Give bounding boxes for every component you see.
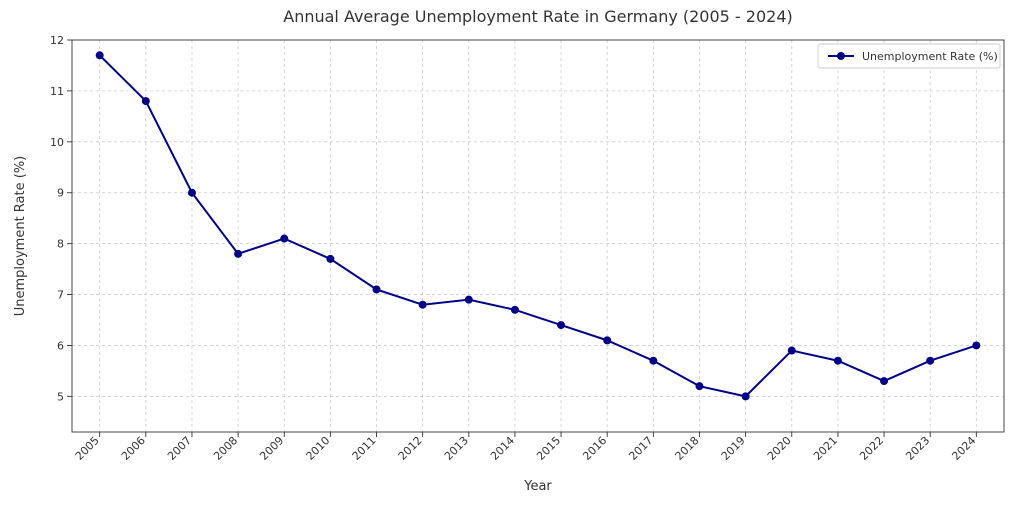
legend-label: Unemployment Rate (%): [862, 50, 998, 63]
data-point: [926, 357, 934, 365]
y-tick-label: 5: [57, 390, 64, 403]
data-point: [465, 296, 473, 304]
chart-svg: 2005200620072008200920102011201220132014…: [0, 0, 1024, 508]
y-tick-label: 10: [50, 136, 64, 149]
data-point: [742, 392, 750, 400]
data-point: [649, 357, 657, 365]
data-point: [695, 382, 703, 390]
data-point: [880, 377, 888, 385]
y-tick-label: 9: [57, 187, 64, 200]
data-point: [326, 255, 334, 263]
data-point: [834, 357, 842, 365]
y-tick-label: 6: [57, 339, 64, 352]
data-point: [603, 336, 611, 344]
data-point: [788, 347, 796, 355]
data-point: [280, 235, 288, 243]
y-tick-label: 7: [57, 289, 64, 302]
y-tick-label: 11: [50, 85, 64, 98]
x-axis-label: Year: [523, 479, 552, 494]
legend-marker-icon: [837, 52, 845, 60]
y-axis-label: Unemployment Rate (%): [13, 156, 28, 317]
y-tick-label: 8: [57, 238, 64, 251]
chart-container: 2005200620072008200920102011201220132014…: [0, 0, 1024, 508]
y-tick-label: 12: [50, 34, 64, 47]
legend: Unemployment Rate (%): [818, 44, 1000, 68]
data-point: [419, 301, 427, 309]
data-point: [188, 189, 196, 197]
data-point: [373, 285, 381, 293]
chart-title: Annual Average Unemployment Rate in Germ…: [283, 7, 793, 26]
data-point: [234, 250, 242, 258]
data-point: [511, 306, 519, 314]
data-point: [972, 341, 980, 349]
data-point: [96, 51, 104, 59]
data-point: [142, 97, 150, 105]
data-point: [557, 321, 565, 329]
